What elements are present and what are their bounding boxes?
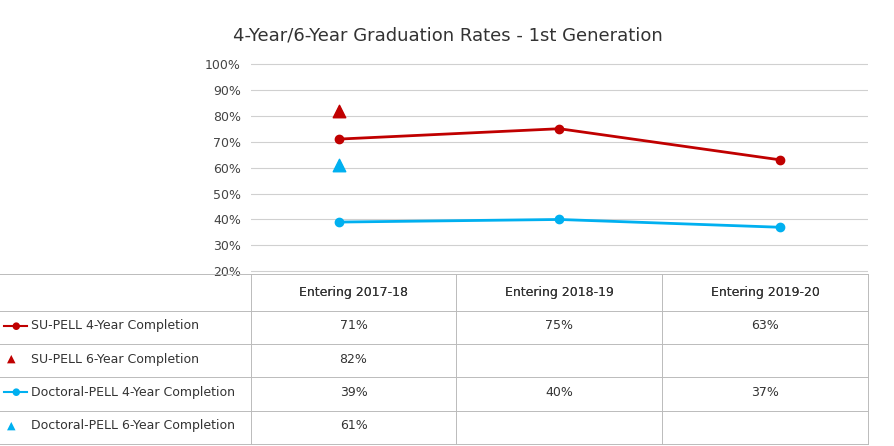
- Text: ●: ●: [12, 321, 20, 330]
- Text: 63%: 63%: [750, 319, 779, 332]
- Text: Entering 2019-20: Entering 2019-20: [710, 285, 819, 299]
- Text: Entering 2017-18: Entering 2017-18: [299, 285, 408, 299]
- Text: ▲: ▲: [7, 421, 16, 431]
- Text: 75%: 75%: [544, 319, 573, 332]
- Point: [332, 161, 346, 169]
- Text: ▲: ▲: [7, 354, 16, 364]
- Text: 4-Year/6-Year Graduation Rates - 1st Generation: 4-Year/6-Year Graduation Rates - 1st Gen…: [232, 27, 662, 45]
- Text: 40%: 40%: [544, 386, 573, 399]
- Text: 39%: 39%: [339, 386, 367, 399]
- Text: SU-PELL 4-Year Completion: SU-PELL 4-Year Completion: [31, 319, 199, 332]
- Text: Entering 2017-18: Entering 2017-18: [299, 285, 408, 299]
- Text: 61%: 61%: [339, 419, 367, 433]
- Text: Entering 2018-19: Entering 2018-19: [504, 285, 613, 299]
- Text: ●: ●: [12, 388, 20, 397]
- Text: Doctoral-PELL 4-Year Completion: Doctoral-PELL 4-Year Completion: [31, 386, 235, 399]
- Point: [332, 107, 346, 114]
- Text: SU-PELL 6-Year Completion: SU-PELL 6-Year Completion: [31, 352, 199, 366]
- Text: 37%: 37%: [750, 386, 779, 399]
- Text: Entering 2018-19: Entering 2018-19: [504, 285, 613, 299]
- Text: Doctoral-PELL 6-Year Completion: Doctoral-PELL 6-Year Completion: [31, 419, 235, 433]
- Text: 82%: 82%: [339, 352, 367, 366]
- Text: Entering 2019-20: Entering 2019-20: [710, 285, 819, 299]
- Text: 71%: 71%: [339, 319, 367, 332]
